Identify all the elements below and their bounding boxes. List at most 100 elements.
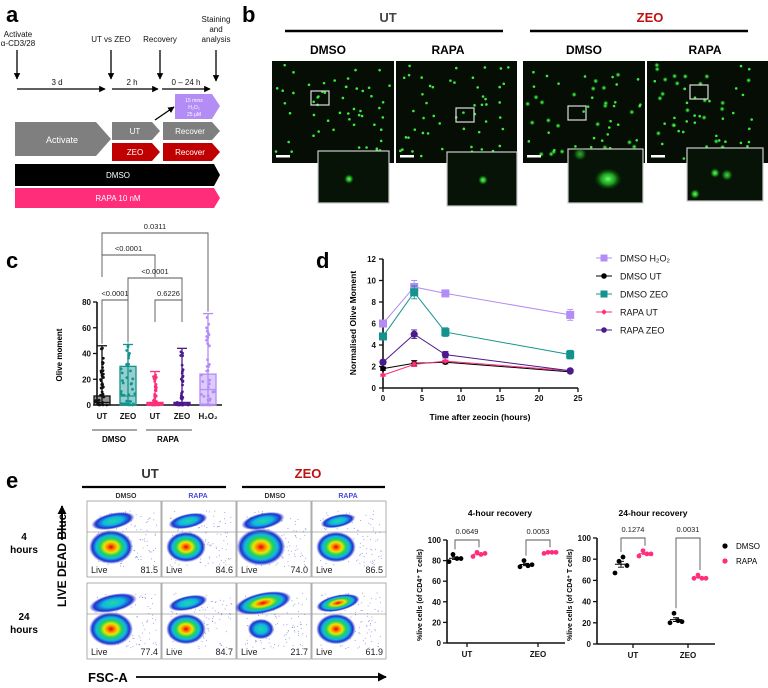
event-dot xyxy=(378,556,380,558)
data-point xyxy=(545,549,551,555)
comet-spot xyxy=(288,111,292,115)
live-cell-population xyxy=(89,530,133,564)
comet-spot xyxy=(582,110,585,113)
flow-group-ut-header: UT xyxy=(141,466,158,481)
event-dot xyxy=(369,624,371,626)
live-percentage: 77.4 xyxy=(140,647,158,657)
comet-spot xyxy=(693,121,697,124)
event-dot xyxy=(327,514,329,516)
event-dot xyxy=(305,623,307,625)
event-dot xyxy=(281,535,283,537)
event-dot xyxy=(145,534,147,536)
comet-spot xyxy=(741,93,745,97)
comet-spot xyxy=(352,123,356,127)
event-dot xyxy=(375,540,377,542)
series-line xyxy=(382,286,571,324)
event-activate-antibody: α-CD3/28 xyxy=(1,39,36,48)
event-dot xyxy=(178,564,180,566)
event-dot xyxy=(105,594,107,596)
data-point xyxy=(206,365,210,369)
data-point xyxy=(478,552,484,557)
live-percentage: 81.5 xyxy=(140,565,158,575)
legend-label: DMSO H₂O₂ xyxy=(620,254,670,264)
event-dot xyxy=(125,528,127,530)
comet-spot xyxy=(407,136,410,139)
event-dot xyxy=(204,525,206,527)
event-dot xyxy=(339,645,341,647)
data-marker xyxy=(566,367,574,375)
event-dot xyxy=(252,646,254,648)
event-dot xyxy=(225,631,227,633)
event-dot xyxy=(199,561,201,563)
event-dot xyxy=(367,615,369,617)
event-dot xyxy=(294,556,296,558)
event-dot xyxy=(140,539,142,541)
event-dot xyxy=(363,561,365,563)
event-dot xyxy=(380,555,382,557)
data-point xyxy=(208,363,211,366)
comet-spot xyxy=(654,66,661,72)
event-dot xyxy=(320,644,322,646)
event-dot xyxy=(207,624,209,626)
data-point xyxy=(119,389,123,393)
comet-spot xyxy=(609,119,612,123)
y-tick-label: 40 xyxy=(432,598,441,607)
event-dot xyxy=(205,645,207,647)
event-dot xyxy=(287,561,289,563)
event-dot xyxy=(298,616,300,618)
comet-spot xyxy=(388,84,391,87)
event-dot xyxy=(132,634,134,636)
comet-spot xyxy=(402,76,406,80)
event-dot xyxy=(377,539,379,541)
comet-spot xyxy=(710,168,720,178)
event-dot xyxy=(354,639,356,641)
event-dot xyxy=(297,632,299,634)
x-tick-label: 20 xyxy=(535,394,544,403)
data-marker xyxy=(410,288,419,297)
comet-micrographs xyxy=(272,61,768,207)
comet-spot xyxy=(713,138,720,145)
duration-2h: 2 h xyxy=(126,78,137,87)
y-tick-label: 10 xyxy=(367,277,376,286)
data-marker xyxy=(379,319,387,328)
event-dot xyxy=(324,528,326,530)
event-dot xyxy=(186,564,188,566)
event-dot xyxy=(198,646,200,648)
comet-spot xyxy=(545,117,552,124)
event-dot xyxy=(348,561,350,563)
micrograph xyxy=(272,61,394,163)
scale-bar xyxy=(651,155,665,158)
event-dot xyxy=(371,620,373,622)
legend-label-dmso: DMSO xyxy=(736,542,760,551)
comet-spot xyxy=(750,118,753,121)
dead-cell-population xyxy=(320,513,356,529)
series-line xyxy=(382,360,571,376)
event-dot xyxy=(144,596,146,598)
event-dot xyxy=(284,635,286,637)
event-dot xyxy=(372,561,374,563)
data-point xyxy=(482,550,488,556)
event-dot xyxy=(146,545,148,547)
event-dot xyxy=(277,562,279,564)
d-y-axis-label: Normalised Olive Moment xyxy=(348,271,358,376)
comet-spot xyxy=(425,101,428,105)
data-point xyxy=(101,366,104,369)
y-tick-label: 100 xyxy=(428,536,442,545)
comet-spot xyxy=(438,122,442,125)
event-dot xyxy=(295,530,297,532)
event-dot xyxy=(208,618,210,620)
data-point xyxy=(153,377,157,381)
event-dot xyxy=(148,638,150,640)
event-dot xyxy=(255,641,257,643)
event-dot xyxy=(171,534,173,536)
p-value-label: 0.1274 xyxy=(622,525,645,534)
event-dot xyxy=(153,561,155,563)
data-point xyxy=(97,398,101,402)
event-dot xyxy=(349,512,351,514)
event-dot xyxy=(170,615,172,617)
event-dot xyxy=(206,624,208,626)
comet-spot xyxy=(428,84,432,88)
event-dot xyxy=(370,539,372,541)
event-dot xyxy=(136,643,138,645)
comet-spot xyxy=(682,73,689,80)
